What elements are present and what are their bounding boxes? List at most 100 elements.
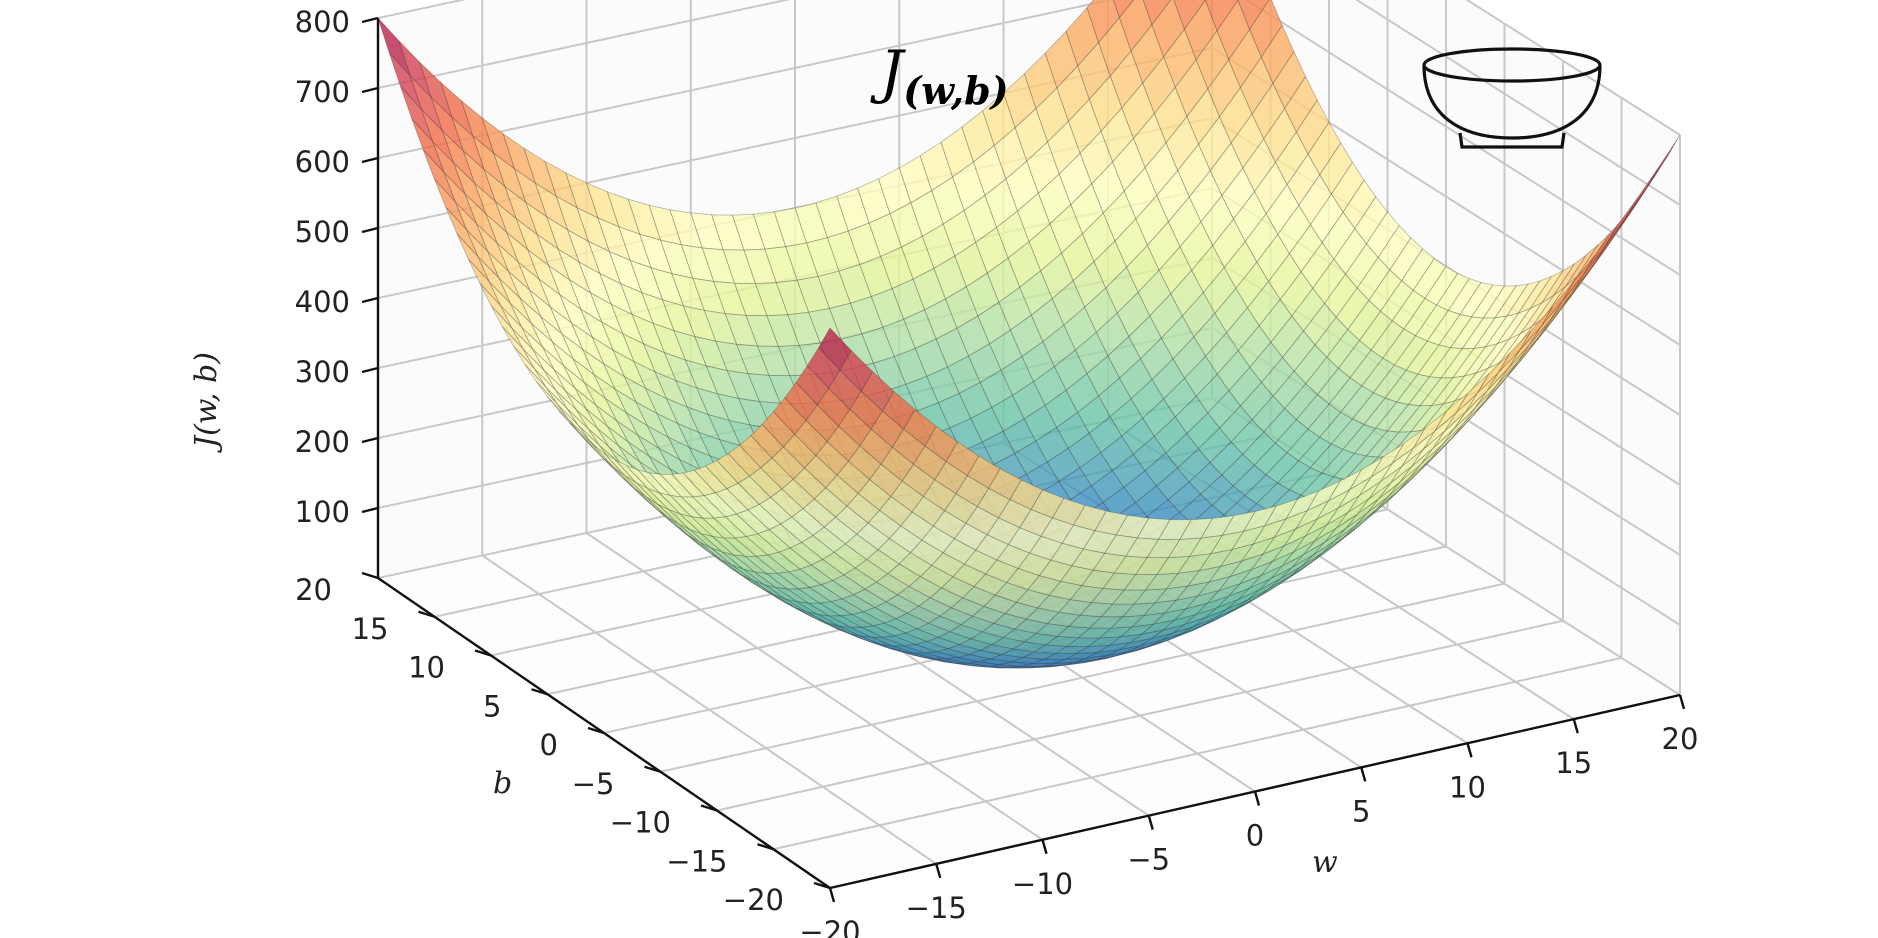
surface-cell (1074, 654, 1108, 663)
surface-cell (1030, 489, 1065, 519)
surface-cell (1094, 510, 1129, 536)
surface-cell (1006, 567, 1040, 591)
w-tick-mark (828, 887, 836, 903)
surface-cell (1216, 350, 1251, 392)
surface-cell (1342, 179, 1377, 230)
surface-cell (921, 223, 956, 269)
surface-cell (988, 664, 1022, 669)
surface-cell (1332, 452, 1368, 481)
surface-cell (1040, 517, 1075, 544)
surface-cell (1335, 287, 1370, 331)
surface-cell (1186, 88, 1220, 146)
surface-cell (838, 625, 872, 638)
w-tick-label: 10 (1449, 770, 1486, 804)
surface-cell (1353, 427, 1389, 457)
surface-cell (1337, 476, 1372, 509)
surface-cell (1132, 435, 1167, 472)
surface-cell (1179, 221, 1214, 272)
x-axis-label: w (1312, 845, 1338, 880)
surface-cell (1030, 664, 1064, 669)
surface-cell (502, 132, 537, 185)
surface-cell (650, 267, 684, 307)
surface-cell (791, 508, 825, 536)
surface-cell (1272, 50, 1307, 110)
surface-cell (743, 555, 779, 574)
surface-cell (1231, 525, 1266, 551)
surface-cell (1249, 565, 1283, 589)
surface-cell (692, 495, 727, 519)
surface-cell (905, 375, 939, 412)
surface-cell (1370, 320, 1405, 359)
surface-cell (1174, 58, 1209, 118)
surface-cell (784, 381, 818, 421)
surface-cell (1592, 217, 1627, 266)
z-tick-mark (361, 366, 379, 374)
surface-cell (1021, 651, 1057, 660)
surface-cell (967, 649, 1004, 660)
surface-cell (1306, 480, 1341, 512)
z-tick-label: 200 (295, 425, 350, 459)
surface-cell (1347, 481, 1381, 513)
surface-cell (574, 387, 608, 427)
surface-cell (818, 601, 854, 617)
surface-cell (1100, 107, 1134, 163)
surface-cell (945, 441, 980, 477)
surface-cell (1056, 411, 1090, 449)
surface-cell (1202, 266, 1237, 315)
z-tick-mark (361, 156, 379, 164)
z-tick-mark (361, 86, 379, 94)
surface-cell (1322, 525, 1356, 553)
surface-cell (587, 240, 622, 285)
w-tick-mark (1572, 718, 1579, 734)
surface-cell (612, 349, 647, 390)
surface-cell (1072, 260, 1107, 308)
surface-cell (860, 625, 896, 638)
surface-cell (1298, 436, 1332, 469)
surface-cell (1079, 602, 1114, 618)
surface-cell (1356, 256, 1391, 302)
surface-cell (727, 444, 762, 477)
b-tick-mark (418, 610, 435, 618)
surface-cell (750, 423, 784, 459)
surface-cell (1582, 226, 1617, 276)
w-tick-label: 5 (1352, 794, 1370, 828)
surface-cell (709, 551, 742, 576)
surface-cell (806, 611, 840, 627)
surface-cell (434, 178, 468, 231)
surface-cell (524, 364, 558, 405)
surface-cell (881, 390, 916, 430)
surface-cell (893, 632, 929, 645)
z-tick-mark (361, 226, 379, 234)
grid-line-backb-z (377, 0, 1115, 159)
surface-cell (1507, 326, 1542, 369)
surface-cell (1424, 265, 1459, 306)
surface-cell (1422, 412, 1457, 450)
surface-cell (659, 473, 694, 498)
surface-cell (1165, 432, 1200, 469)
surface-cell (1115, 514, 1150, 539)
w-tick-label: 15 (1555, 746, 1592, 780)
z-tick-label: 600 (295, 145, 350, 179)
surface-cell (1409, 403, 1445, 433)
surface-cell (1014, 440, 1048, 475)
surface-cell (1121, 82, 1155, 140)
b-tick-mark (474, 649, 492, 657)
w-tick-label: −5 (1127, 843, 1170, 877)
z-tick-mark (361, 506, 379, 514)
surface-cell (737, 475, 772, 505)
surface-cell (771, 446, 806, 480)
surface-cell (838, 264, 872, 304)
z-axis-label: J(w, b) (189, 352, 224, 454)
b-tick-label: 0 (540, 728, 558, 762)
surface-cell (873, 601, 909, 620)
surface-cell (1455, 373, 1490, 414)
w-tick-label: −15 (906, 891, 967, 925)
surface-cell (441, 130, 475, 184)
surface-cell (1442, 372, 1478, 405)
surface-cell (1260, 551, 1295, 576)
w-tick-mark (1466, 742, 1473, 758)
surface-cell (456, 233, 490, 283)
surface-cell (1195, 596, 1229, 615)
z-tick-label: 500 (295, 215, 350, 249)
b-tick-label: 10 (408, 651, 445, 685)
